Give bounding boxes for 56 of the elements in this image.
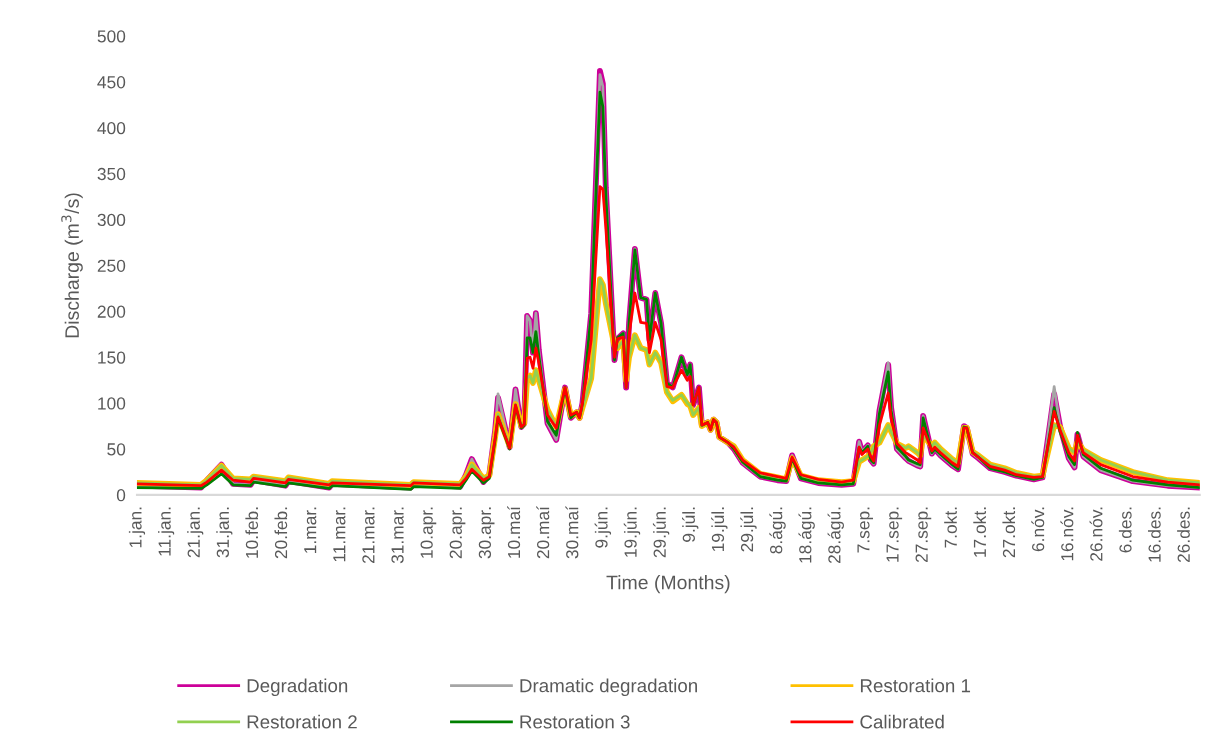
legend-label: Restoration 2 [247,714,357,729]
y-tick-label: 500 [97,30,126,43]
x-tick-label: 29.jún. [652,507,670,558]
x-tick-label: 10.maí [507,506,521,558]
y-axis-title: Discharge (m$^{3}$/s) [61,193,83,338]
x-tick-label: 19.jún. [623,507,641,557]
x-tick-label: 26.des. [1177,507,1190,563]
y-tick-label: 400 [97,121,126,135]
y-tick-label: 0 [116,489,126,502]
y-tick-label: 350 [97,167,126,181]
y-tick-label: 100 [98,397,126,410]
x-tick-label: 8.ágú. [769,507,786,554]
y-tick-label: 200 [97,305,126,318]
x-tick-label: 6.des. [1118,507,1132,553]
x-tick-label: 17.okt. [973,507,987,557]
x-tick-label: 1.mar. [304,507,317,553]
x-tick-label: 21.mar. [362,507,375,564]
y-tick-label: 150 [98,351,126,364]
x-tick-label: 27.okt. [1002,507,1016,558]
x-tick-label: 17.sep. [886,507,903,562]
x-tick-label: 20.apr. [449,507,466,559]
x-tick-label: 30.apr. [478,507,495,559]
x-tick-label: 26.nóv. [1089,507,1103,561]
y-tick-label: 250 [97,259,126,272]
legend-label: Restoration 3 [520,714,630,729]
legend-label: Degradation [247,678,348,697]
x-tick-label: 7.okt. [944,507,957,548]
y-tick-label: 450 [97,76,126,89]
x-tick-label: 20.feb. [274,507,288,559]
x-tick-label: 6.nóv. [1031,507,1045,552]
x-tick-label: 27.sep. [915,507,932,563]
legend-label: Calibrated [860,714,944,729]
x-tick-label: 19.júl. [711,507,728,552]
x-tick-label: 30.maí [565,506,579,559]
x-tick-label: 20.maí [536,506,550,559]
x-axis-title: Time (Months) [606,575,730,594]
y-tick-label: 300 [97,213,126,227]
x-tick-label: 31.mar. [391,507,404,564]
x-tick-label: 29.júl. [740,507,757,552]
x-tick-label: 18.ágú. [798,507,815,563]
y-tick-label: 50 [107,443,126,456]
x-tick-label: 16.des. [1147,507,1161,562]
x-tick-label: 7.sep. [857,507,873,553]
x-tick-label: 10.apr. [420,507,437,558]
x-tick-label: 28.ágú. [827,507,844,564]
x-tick-label: 16.nóv. [1060,507,1074,561]
x-tick-label: 31.jan. [216,507,233,558]
x-tick-label: 11.jan. [158,507,175,556]
x-tick-label: 1.jan. [128,507,146,548]
legend-label: Restoration 1 [860,678,971,693]
x-tick-label: 21.jan. [187,507,204,558]
x-tick-label: 9.jún. [594,507,612,548]
legend-label: Dramatic degradation [520,678,697,697]
x-tick-label: 9.júl. [682,507,699,542]
x-tick-label: 11.mar. [333,507,346,562]
x-tick-label: 10.feb. [245,507,259,558]
